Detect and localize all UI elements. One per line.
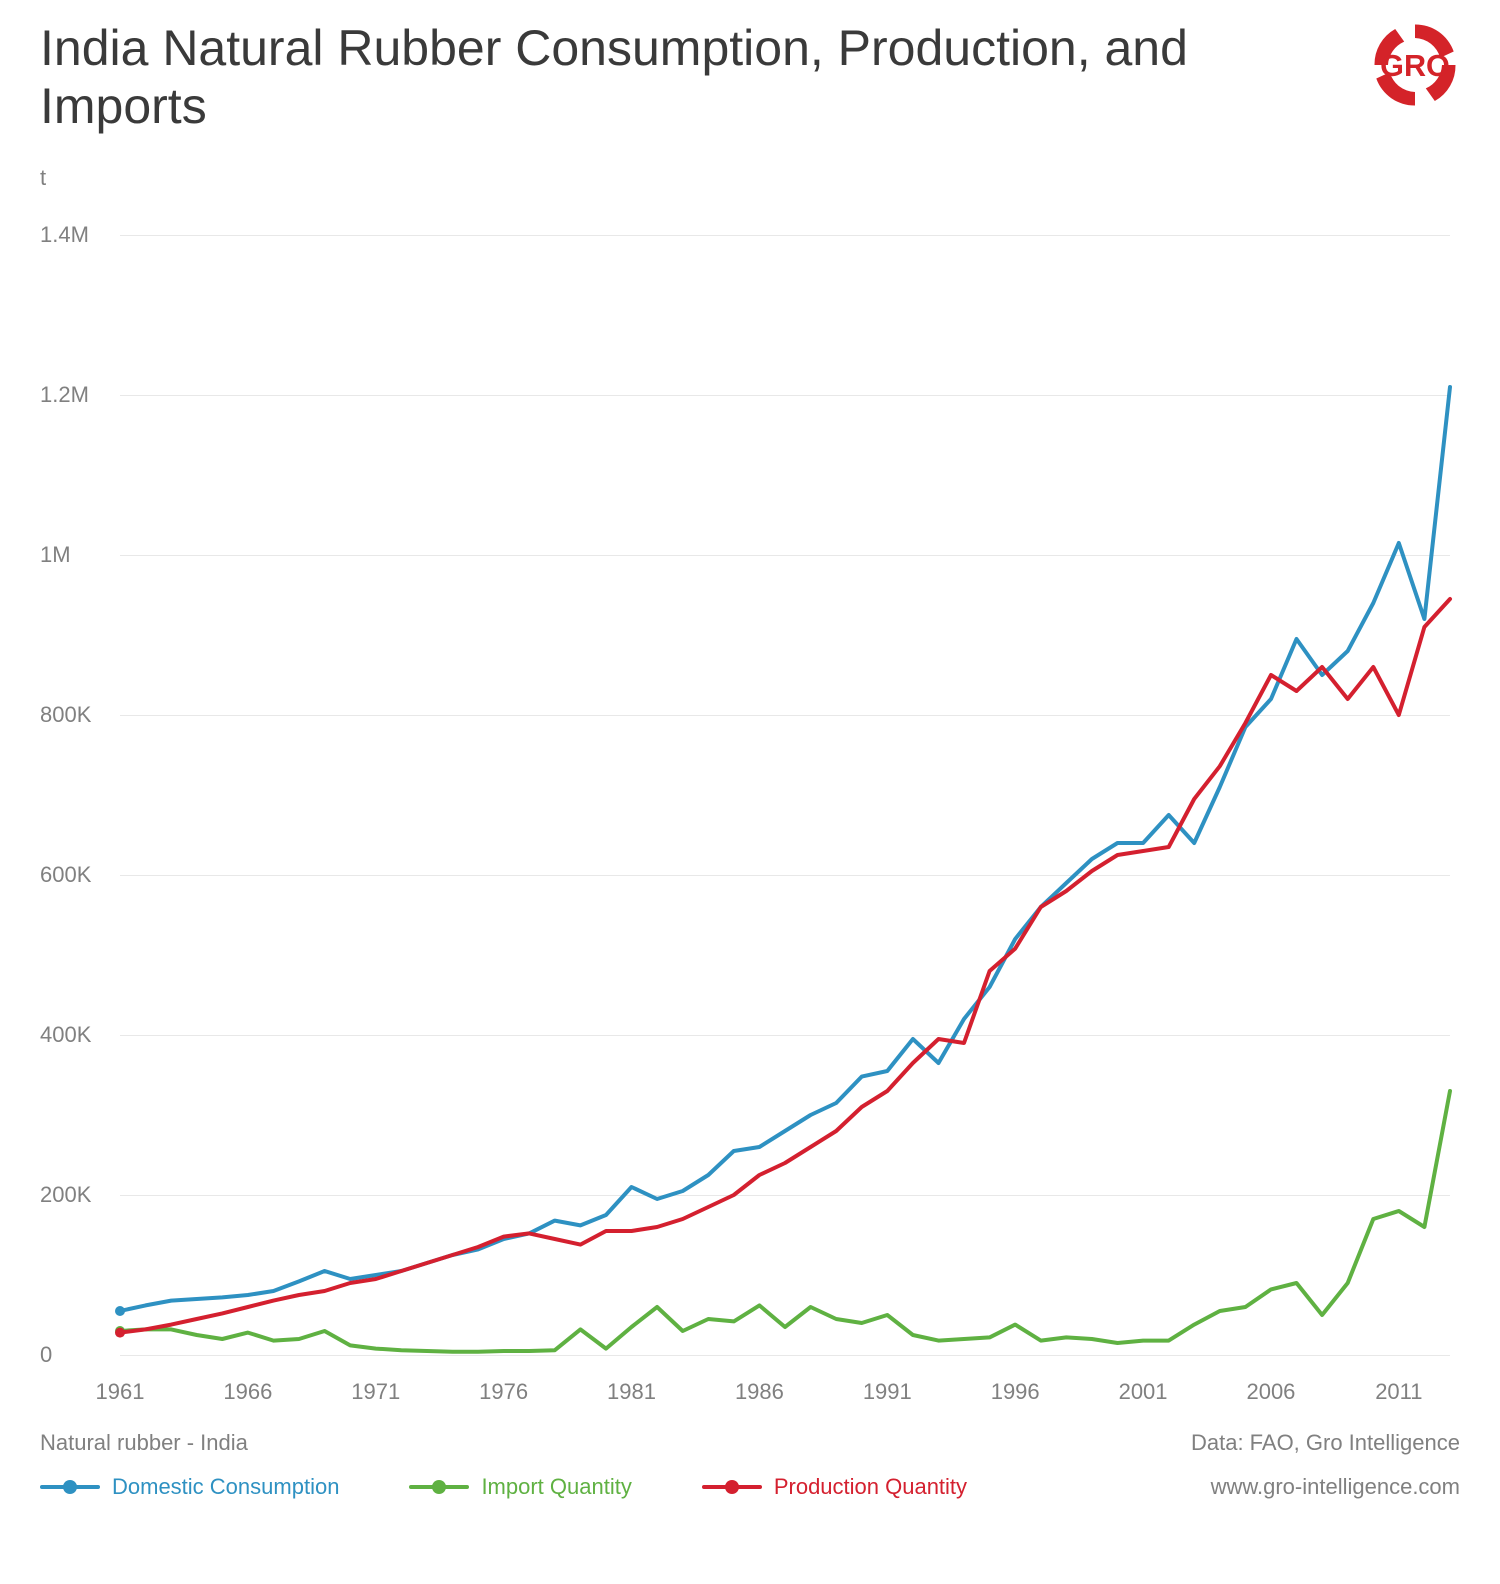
page-title: India Natural Rubber Consumption, Produc… [40, 20, 1240, 135]
x-tick-label: 1961 [96, 1379, 145, 1405]
legend-items: Domestic Consumption Import Quantity Produ… [40, 1474, 967, 1500]
legend-item-imports: Import Quantity [409, 1474, 631, 1500]
y-tick-label: 0 [40, 1342, 52, 1368]
y-tick-label: 400K [40, 1022, 91, 1048]
y-axis-unit: t [40, 165, 46, 191]
x-tick-label: 1991 [863, 1379, 912, 1405]
legend-swatch [702, 1485, 762, 1489]
data-source: Data: FAO, Gro Intelligence [1191, 1430, 1460, 1456]
x-tick-label: 1996 [991, 1379, 1040, 1405]
legend-label: Domestic Consumption [112, 1474, 339, 1500]
svg-text:GRO: GRO [1380, 49, 1450, 83]
legend-item-production: Production Quantity [702, 1474, 967, 1500]
legend-label: Import Quantity [481, 1474, 631, 1500]
legend-swatch [40, 1485, 100, 1489]
chart-area: t 0 200K 400K 600K 800K 1M 1.2M 1.4M 1961 1966 19… [40, 165, 1460, 1405]
series-marker-consumption [115, 1306, 125, 1316]
y-tick-label: 200K [40, 1182, 91, 1208]
footer: Natural rubber - India Data: FAO, Gro In… [40, 1430, 1460, 1500]
legend-swatch [409, 1485, 469, 1489]
x-tick-label: 2006 [1246, 1379, 1295, 1405]
x-tick-label: 2001 [1119, 1379, 1168, 1405]
legend-item-consumption: Domestic Consumption [40, 1474, 339, 1500]
x-tick-label: 2011 [1375, 1379, 1422, 1405]
x-tick-label: 1966 [223, 1379, 272, 1405]
y-tick-label: 1M [40, 542, 71, 568]
series-line-production [120, 599, 1450, 1333]
footer-subtitle: Natural rubber - India [40, 1430, 248, 1456]
footer-top: Natural rubber - India Data: FAO, Gro In… [40, 1430, 1460, 1456]
y-tick-label: 1.4M [40, 222, 89, 248]
gro-logo: GRO [1370, 20, 1460, 110]
x-tick-label: 1976 [479, 1379, 528, 1405]
header: India Natural Rubber Consumption, Produc… [40, 20, 1460, 135]
x-tick-label: 1986 [735, 1379, 784, 1405]
plot-area [120, 195, 1450, 1355]
legend-label: Production Quantity [774, 1474, 967, 1500]
y-tick-label: 600K [40, 862, 91, 888]
site-url: www.gro-intelligence.com [1211, 1474, 1460, 1500]
legend-row: Domestic Consumption Import Quantity Produ… [40, 1474, 1460, 1500]
y-tick-label: 800K [40, 702, 91, 728]
gridline [120, 1355, 1450, 1356]
x-tick-label: 1981 [607, 1379, 656, 1405]
plot-svg [120, 195, 1450, 1355]
x-tick-label: 1971 [351, 1379, 400, 1405]
chart-container: India Natural Rubber Consumption, Produc… [0, 0, 1500, 1584]
series-line-consumption [120, 387, 1450, 1311]
series-marker-production [115, 1328, 125, 1338]
y-tick-label: 1.2M [40, 382, 89, 408]
